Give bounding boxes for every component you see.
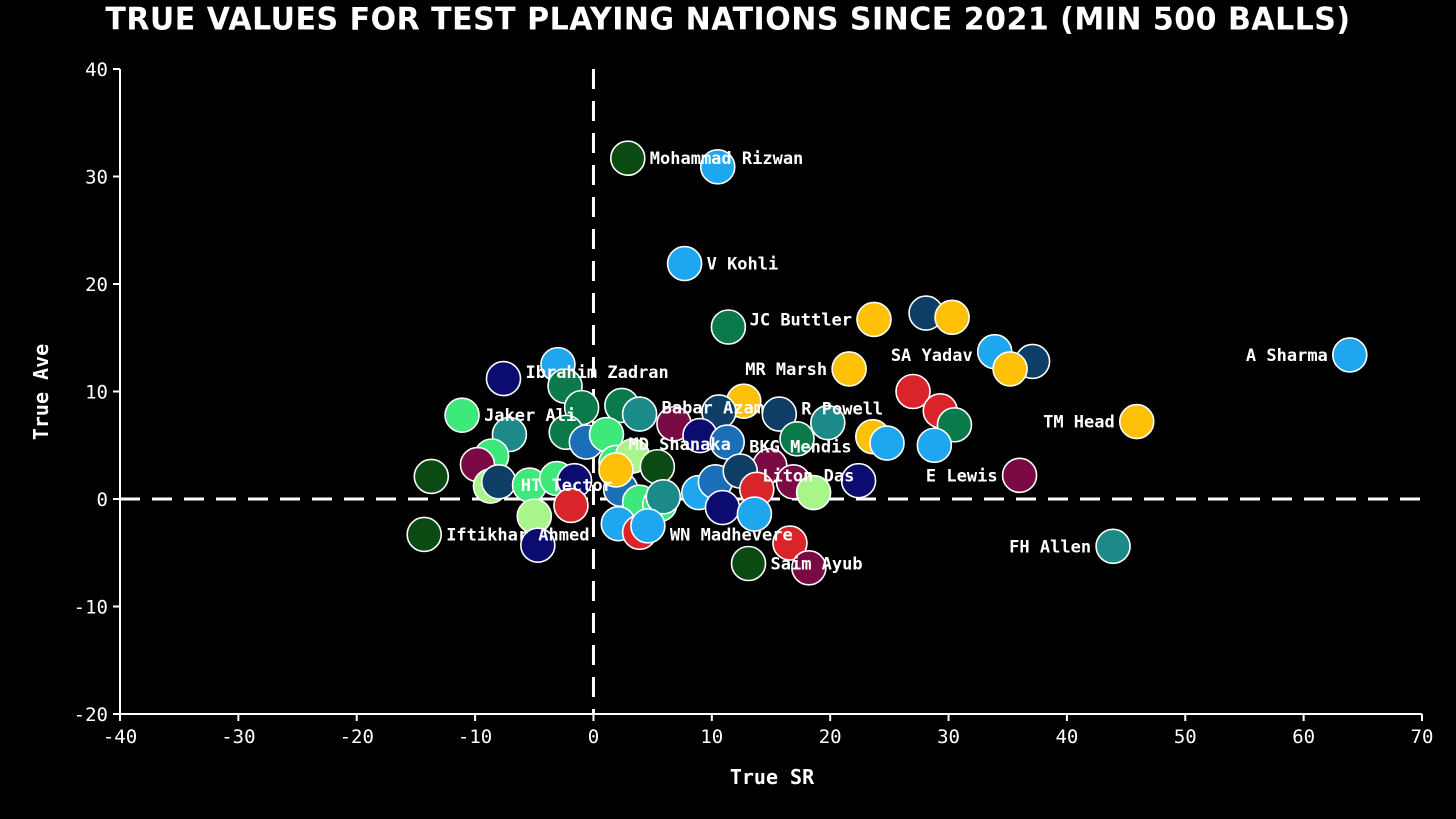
y-tick-label: -10 [74, 597, 108, 619]
x-tick-label: -10 [458, 726, 492, 748]
y-tick-label: 20 [85, 274, 108, 296]
point-label: Ibrahim Zadran [525, 363, 668, 383]
y-tick-label: 30 [85, 167, 108, 189]
chart-title: TRUE VALUES FOR TEST PLAYING NATIONS SIN… [105, 1, 1351, 38]
data-point [485, 360, 522, 397]
point-label: HT Tector [521, 476, 613, 496]
data-point [553, 487, 589, 524]
data-point [645, 479, 682, 515]
point-label: Iftikhar Ahmed [446, 525, 589, 545]
data-point [736, 496, 773, 532]
data-point [621, 396, 658, 432]
data-point [710, 309, 747, 345]
data-point [779, 420, 815, 457]
point-label: Babar Azam [662, 399, 764, 419]
axes: -40 -30 -20 -10 0 10 20 30 40 50 60 70 -20 -10 0 10 20 30… [74, 59, 1434, 748]
data-point [1118, 403, 1155, 440]
data-point [916, 427, 953, 464]
x-tick-label: -30 [221, 726, 255, 748]
point-label: SA Yadav [891, 346, 973, 366]
data-point [1095, 528, 1131, 565]
point-label: R Powell [801, 400, 883, 420]
x-tick-label: 0 [588, 726, 599, 748]
data-point [630, 508, 666, 544]
point-label: JC Buttler [750, 310, 852, 330]
point-label: MD Shanaka [628, 435, 730, 455]
data-point [406, 516, 442, 553]
data-point [791, 549, 827, 586]
point-label: MR Marsh [745, 360, 827, 380]
point-label: E Lewis [926, 466, 998, 486]
x-tick-label: 60 [1292, 726, 1315, 748]
data-point [598, 452, 634, 488]
point-label: V Kohli [707, 255, 779, 275]
x-tick-label: -20 [340, 726, 374, 748]
point-label: FH Allen [1009, 537, 1091, 557]
x-tick-label: 10 [700, 726, 723, 748]
x-tick-label: 40 [1055, 726, 1078, 748]
data-point [934, 299, 970, 336]
data-point [831, 351, 867, 387]
point-labels: Mohammad Rizwan V Kohli JC Buttler A Sharma… [446, 149, 1328, 574]
x-tick-label: 50 [1174, 726, 1197, 748]
point-label: BKG Mendis [749, 437, 851, 457]
point-label: Jaker Ali [484, 406, 576, 426]
y-tick-label: -20 [74, 704, 108, 726]
data-point [1001, 457, 1038, 494]
y-tick-label: 10 [85, 382, 108, 404]
point-label: A Sharma [1246, 346, 1328, 366]
data-point [444, 397, 480, 433]
data-points [406, 140, 1368, 586]
data-point [895, 373, 931, 410]
data-point [810, 404, 846, 441]
data-point [480, 463, 517, 500]
data-point [761, 396, 798, 432]
point-label: WN Madhevere [670, 525, 793, 545]
data-point [795, 474, 832, 511]
data-point [704, 489, 741, 526]
data-point [856, 301, 892, 338]
x-tick-label: 30 [937, 726, 960, 748]
data-point [992, 351, 1028, 387]
data-point [730, 545, 767, 582]
data-point [413, 458, 450, 495]
point-label: Mohammad Rizwan [650, 149, 804, 169]
data-point [699, 149, 736, 185]
data-point [772, 525, 808, 561]
y-tick-label: 0 [97, 489, 108, 511]
data-point [840, 462, 877, 499]
point-label: TM Head [1043, 413, 1115, 433]
data-point [609, 140, 646, 177]
data-point [520, 527, 556, 564]
y-axis-label: True Ave [29, 344, 53, 440]
data-point [666, 245, 703, 282]
point-label: Saim Ayub [771, 555, 863, 575]
data-point [1331, 337, 1368, 373]
data-point [869, 425, 905, 461]
x-tick-label: 20 [819, 726, 842, 748]
x-tick-label: 70 [1411, 726, 1434, 748]
point-label: Liton Das [762, 466, 854, 486]
x-axis-label: True SR [730, 765, 815, 789]
y-tick-label: 40 [85, 59, 108, 81]
x-tick-label: -40 [103, 726, 137, 748]
